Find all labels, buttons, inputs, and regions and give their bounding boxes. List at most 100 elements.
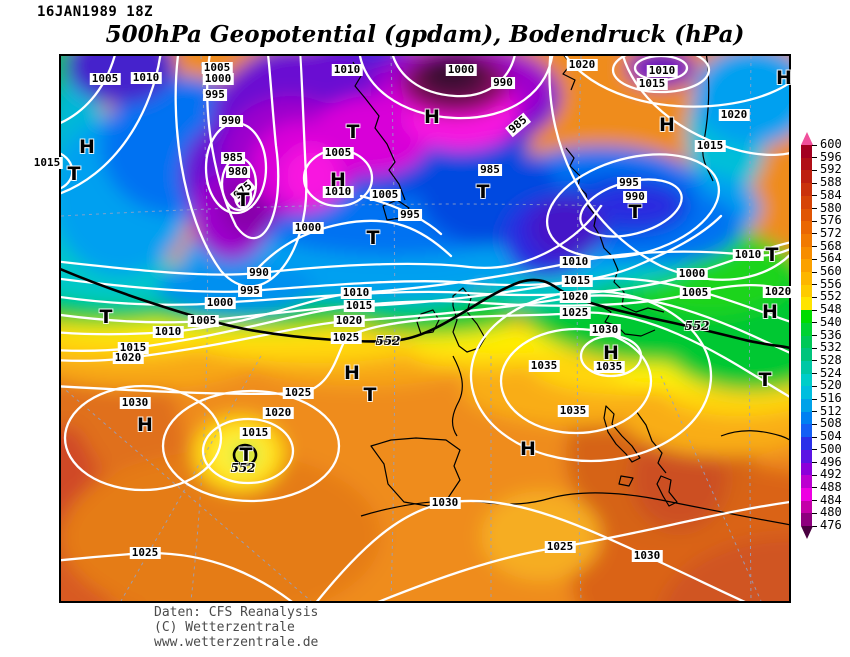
colorbar-tick — [812, 284, 817, 286]
pressure-label: 1020 — [333, 314, 365, 327]
pressure-label: 1025 — [330, 331, 362, 344]
colorbar-segment — [801, 449, 812, 463]
colorbar-tick-label: 576 — [820, 213, 842, 228]
high-center-marker: H — [776, 67, 792, 89]
pressure-label: 1010 — [322, 185, 354, 198]
colorbar-tick-label: 548 — [820, 302, 842, 317]
low-center-marker: T — [236, 189, 250, 211]
colorbar-tick — [812, 233, 817, 235]
colorbar-segment — [801, 208, 812, 222]
colorbar-segment — [801, 348, 812, 362]
colorbar-tick-label: 532 — [820, 340, 842, 355]
colorbar-segment — [801, 462, 812, 476]
colorbar-tick — [812, 322, 817, 324]
pressure-label: 985 — [478, 163, 502, 176]
page-title: 500hPa Geopotential (gpdam), Bodendruck … — [105, 21, 745, 48]
colorbar-segment — [801, 399, 812, 413]
colorbar-tick — [812, 296, 817, 298]
low-center-marker: T — [765, 244, 779, 266]
pressure-label: 1005 — [89, 72, 121, 85]
pressure-label: 1025 — [544, 540, 576, 553]
colorbar-tick — [812, 195, 817, 197]
colorbar-segment — [801, 373, 812, 387]
footer-data-source: Daten: CFS Reanalysis — [154, 605, 319, 620]
colorbar-tick-label: 568 — [820, 238, 842, 253]
colorbar-tick-label: 504 — [820, 429, 842, 444]
pressure-label: 1015 — [636, 77, 668, 90]
high-center-marker: H — [424, 106, 440, 128]
pressure-label: 990 — [219, 114, 243, 127]
pressure-label: 1015 — [561, 274, 593, 287]
pressure-label: 1010 — [732, 248, 764, 261]
colorbar-tick — [812, 373, 817, 375]
high-center-marker: H — [330, 169, 346, 191]
low-center-marker: T — [99, 306, 113, 328]
pressure-label: 1020 — [262, 406, 294, 419]
pressure-label: 1025 — [559, 306, 591, 319]
colorbar-tick — [812, 512, 817, 514]
low-center-marker: T — [363, 384, 377, 406]
pressure-label: 1015 — [343, 299, 375, 312]
colorbar-tick — [812, 347, 817, 349]
colorbar-tick — [812, 500, 817, 502]
colorbar-tick-label: 536 — [820, 327, 842, 342]
colorbar-tick-label: 524 — [820, 365, 842, 380]
colorbar-tick-label: 592 — [820, 162, 842, 177]
low-center-marker: T — [366, 227, 380, 249]
pressure-label: 1030 — [631, 549, 663, 562]
pressure-label: 1005 — [679, 286, 711, 299]
colorbar-tick-label: 484 — [820, 492, 842, 507]
colorbar-tick-label: 600 — [820, 137, 842, 151]
colorbar-tick — [812, 335, 817, 336]
colorbar-tick-label: 556 — [820, 276, 842, 291]
pressure-label: 1000 — [676, 267, 708, 280]
colorbar-tick — [812, 474, 817, 476]
colorbar-tick — [812, 157, 817, 159]
colorbar-segment — [801, 246, 812, 260]
colorbar-segment — [801, 487, 812, 502]
pressure-label: 1015 — [694, 139, 726, 152]
colorbar-tick — [812, 385, 817, 387]
colorbar-segment — [801, 272, 812, 286]
colorbar-tick-label: 508 — [820, 416, 842, 431]
pressure-label: 1005 — [322, 146, 354, 159]
pressure-label: 1010 — [559, 255, 591, 268]
colorbar-tick — [812, 487, 817, 489]
pressure-label: 1020 — [559, 290, 591, 303]
pressure-label: 990 — [247, 266, 271, 279]
pressure-label: 1030 — [589, 323, 621, 336]
high-center-marker: H — [520, 438, 536, 460]
colorbar-segment — [801, 259, 812, 273]
colorbar-segment — [801, 195, 812, 209]
colorbar-segment — [801, 437, 812, 451]
colorbar-top-arrow — [801, 132, 813, 145]
colorbar-tick-label: 580 — [820, 200, 842, 215]
pressure-label: 985 — [504, 112, 532, 138]
colorbar-segment — [801, 475, 812, 489]
date-label: 16JAN1989 18Z — [37, 4, 154, 20]
colorbar-tick-label: 496 — [820, 454, 842, 469]
colorbar-tick-label: 480 — [820, 505, 842, 520]
colorbar-tick-label: 588 — [820, 175, 842, 190]
low-center-marker: T — [628, 201, 642, 223]
contour-552 — [61, 267, 789, 467]
pressure-label: 990 — [491, 76, 515, 89]
pressure-label: 1015 — [117, 341, 149, 354]
pressure-label: 1020 — [566, 58, 598, 71]
colorbar-tick — [812, 271, 817, 273]
pressure-label: 1010 — [340, 286, 372, 299]
pressure-label: 1010 — [152, 325, 184, 338]
height-552-label: 552 — [375, 334, 401, 348]
colorbar-segment — [801, 297, 812, 311]
colorbar-segment — [801, 284, 812, 298]
low-center-marker: T — [67, 163, 81, 185]
pressure-label: 1015 — [239, 426, 271, 439]
colorbar-tick — [812, 169, 817, 171]
colorbar-segment — [801, 424, 812, 438]
pressure-label: 1030 — [429, 496, 461, 509]
pressure-label: 1010 — [331, 63, 363, 76]
pressure-label: 1035 — [528, 359, 560, 372]
pressure-label: 1020 — [112, 351, 144, 364]
pressure-label: 1000 — [202, 72, 234, 85]
